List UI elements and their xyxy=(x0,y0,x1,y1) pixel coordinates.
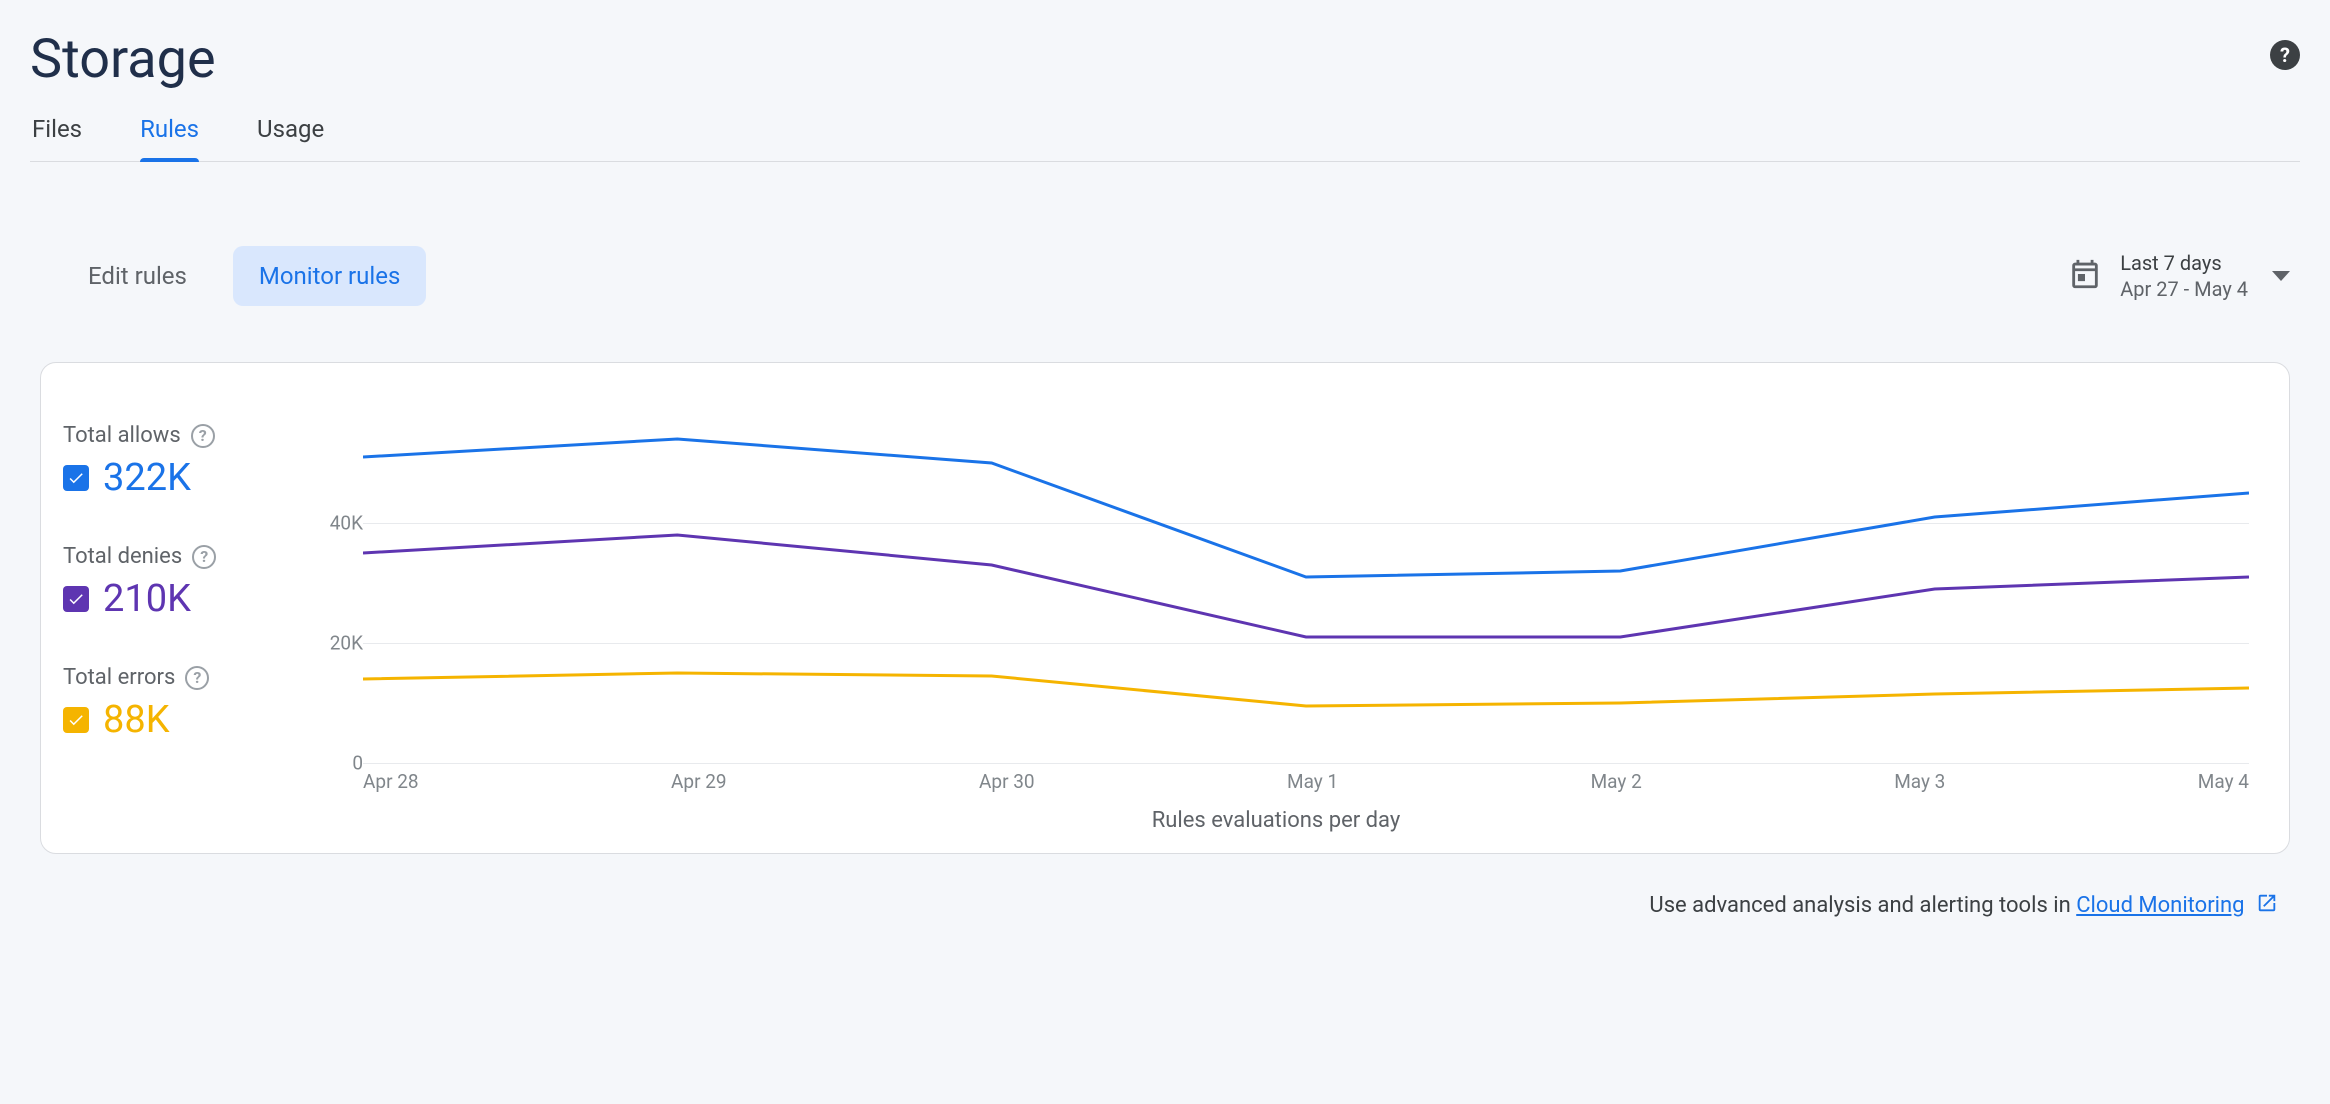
date-range-value: Apr 27 - May 4 xyxy=(2120,276,2248,302)
help-icon[interactable]: ? xyxy=(185,666,209,690)
date-range-label: Last 7 days xyxy=(2120,250,2248,276)
series-line-denies xyxy=(363,535,2249,637)
footer-note: Use advanced analysis and alerting tools… xyxy=(30,854,2300,920)
chart-x-label: Rules evaluations per day xyxy=(303,808,2249,833)
legend-label: Total allows? xyxy=(63,423,273,448)
tab-files[interactable]: Files xyxy=(32,115,82,161)
help-icon: ? xyxy=(2270,40,2300,70)
x-tick-label: May 4 xyxy=(2198,770,2249,793)
legend-checkbox-denies[interactable] xyxy=(63,586,89,612)
series-line-allows xyxy=(363,439,2249,577)
chart-card: Total allows?322KTotal denies?210KTotal … xyxy=(40,362,2290,854)
chart-area: Rules evaluations per day 020K40KApr 28A… xyxy=(303,403,2249,823)
y-tick-label: 40K xyxy=(303,512,363,535)
x-tick-label: May 1 xyxy=(1287,770,1338,793)
legend-item-denies: Total denies? 210K xyxy=(63,544,273,621)
legend-label: Total denies? xyxy=(63,544,273,569)
grid-line xyxy=(363,763,2249,764)
x-tick-label: Apr 30 xyxy=(979,770,1035,793)
cloud-monitoring-link[interactable]: Cloud Monitoring xyxy=(2076,893,2244,918)
legend-value: 322K xyxy=(103,456,191,500)
y-tick-label: 0 xyxy=(303,752,363,775)
x-tick-label: Apr 28 xyxy=(363,770,419,793)
main-tabs: Files Rules Usage xyxy=(30,115,2300,162)
x-tick-label: May 2 xyxy=(1591,770,1642,793)
subtab-monitor-rules[interactable]: Monitor rules xyxy=(233,246,426,306)
legend-checkbox-errors[interactable] xyxy=(63,707,89,733)
legend-value: 88K xyxy=(103,698,170,742)
series-line-errors xyxy=(363,673,2249,706)
subtab-edit-rules[interactable]: Edit rules xyxy=(62,246,213,306)
rules-toolbar: Edit rules Monitor rules Last 7 days Apr … xyxy=(30,162,2300,306)
x-axis: Apr 28 Apr 29 Apr 30 May 1 May 2 May 3 May 4 xyxy=(363,770,2249,793)
calendar-icon xyxy=(2068,257,2102,295)
tab-rules[interactable]: Rules xyxy=(140,115,199,161)
chevron-down-icon xyxy=(2272,271,2290,281)
page-title: Storage xyxy=(30,0,2300,115)
chart-svg xyxy=(363,403,2249,763)
tab-usage[interactable]: Usage xyxy=(257,115,324,161)
y-tick-label: 20K xyxy=(303,632,363,655)
chart-legend: Total allows?322KTotal denies?210KTotal … xyxy=(63,403,273,823)
help-icon[interactable]: ? xyxy=(192,545,216,569)
help-icon[interactable]: ? xyxy=(191,424,215,448)
date-range-text: Last 7 days Apr 27 - May 4 xyxy=(2120,250,2248,302)
x-tick-label: Apr 29 xyxy=(671,770,727,793)
legend-item-allows: Total allows? 322K xyxy=(63,423,273,500)
legend-item-errors: Total errors? 88K xyxy=(63,665,273,742)
external-link-icon xyxy=(2256,892,2278,920)
date-range-picker[interactable]: Last 7 days Apr 27 - May 4 xyxy=(2068,250,2290,302)
legend-checkbox-allows[interactable] xyxy=(63,465,89,491)
x-tick-label: May 3 xyxy=(1894,770,1945,793)
legend-value: 210K xyxy=(103,577,191,621)
page-help-button[interactable]: ? xyxy=(2270,40,2300,70)
footer-text: Use advanced analysis and alerting tools… xyxy=(1649,893,2076,918)
legend-label: Total errors? xyxy=(63,665,273,690)
